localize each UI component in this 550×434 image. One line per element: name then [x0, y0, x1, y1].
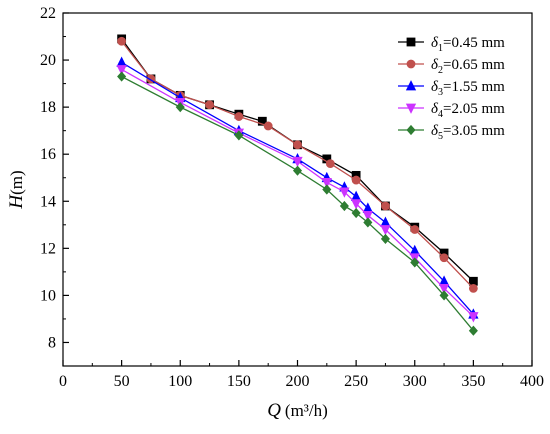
x-tick-label: 350	[461, 373, 485, 390]
y-axis-symbol: H	[6, 194, 27, 210]
x-tick-label: 100	[168, 373, 192, 390]
data-point	[339, 200, 349, 212]
data-point	[292, 156, 303, 168]
data-point	[350, 190, 362, 201]
legend-item-4: δ4=2.05 mm	[398, 101, 505, 120]
data-point	[351, 175, 361, 185]
y-tick-label: 18	[40, 99, 56, 116]
legend-marker	[406, 124, 416, 136]
series-5	[117, 71, 478, 336]
legend-label: δ4=2.05 mm	[431, 101, 505, 120]
x-tick-label: 300	[403, 373, 427, 390]
x-tick-label: 400	[520, 373, 544, 390]
x-axis-title: Q (m³/h)	[267, 400, 328, 421]
data-point	[263, 121, 273, 131]
legend-marker	[406, 37, 416, 47]
data-point	[234, 112, 244, 121]
data-point	[438, 283, 450, 295]
data-point	[363, 217, 373, 228]
data-point	[380, 233, 390, 245]
y-tick-label: 12	[40, 240, 56, 257]
data-point	[116, 56, 127, 67]
data-point	[321, 178, 332, 189]
data-point	[410, 257, 420, 268]
legend-marker	[405, 80, 417, 91]
y-tick-label: 16	[40, 146, 56, 163]
data-point	[234, 130, 244, 141]
legend-item-5: δ5=3.05 mm	[398, 123, 505, 142]
data-point	[117, 36, 127, 46]
x-tick-label: 50	[114, 373, 130, 390]
data-point	[410, 225, 420, 234]
legend-item-1: δ1=0.45 mm	[398, 35, 505, 54]
data-point	[380, 216, 391, 227]
y-tick-label: 8	[48, 334, 56, 351]
series-4	[116, 65, 479, 323]
data-point	[362, 210, 373, 222]
data-point	[380, 225, 391, 236]
data-point	[468, 325, 478, 336]
data-point	[439, 290, 449, 301]
data-point	[117, 71, 127, 82]
data-point	[292, 165, 303, 176]
series-line-3	[121, 61, 474, 315]
legend-item-3: δ3=1.55 mm	[398, 79, 505, 98]
data-point	[381, 201, 390, 211]
data-point	[351, 207, 361, 219]
series-line-4	[121, 68, 474, 318]
data-point	[468, 283, 478, 293]
series-line-5	[121, 75, 474, 332]
data-point	[339, 187, 350, 198]
x-tick-label: 150	[227, 373, 251, 390]
data-point	[293, 140, 302, 150]
data-point	[350, 199, 362, 210]
data-point	[439, 253, 449, 263]
y-tick-label: 22	[40, 5, 56, 22]
legend-item-2: δ2=0.65 mm	[398, 57, 505, 76]
y-axis-title: H(m)	[6, 170, 27, 209]
series-layer	[116, 34, 479, 336]
y-tick-label: 14	[40, 193, 56, 210]
data-point	[175, 102, 185, 113]
x-tick-label: 0	[59, 373, 67, 390]
series-3	[116, 56, 479, 319]
axes: 0 50 100 150 200 250 300 350 400 8 10 12 14 16 18 20 22	[40, 5, 544, 390]
legend: δ1=0.45 mm δ2=0.65 mm δ3=1.55 mm δ4=2.05 mm…	[398, 35, 505, 142]
data-point	[205, 100, 214, 110]
x-tick-label: 250	[344, 373, 368, 390]
y-tick-label: 20	[40, 52, 56, 69]
legend-label: δ1=0.45 mm	[431, 35, 505, 54]
data-point	[116, 65, 127, 76]
data-point	[468, 312, 479, 323]
data-point	[325, 159, 335, 169]
x-axis-symbol: Q	[267, 400, 281, 421]
legend-marker	[406, 59, 416, 69]
data-point	[257, 116, 267, 126]
legend-marker	[405, 103, 417, 114]
legend-label: δ3=1.55 mm	[431, 79, 505, 98]
legend-label: δ5=3.05 mm	[431, 123, 505, 142]
y-axis-unit: (m)	[7, 170, 26, 195]
legend-label: δ2=0.65 mm	[431, 57, 505, 76]
x-tick-label: 200	[286, 373, 310, 390]
data-point	[322, 184, 332, 195]
x-axis-unit: (m³/h)	[285, 401, 328, 420]
y-tick-label: 10	[40, 287, 56, 304]
